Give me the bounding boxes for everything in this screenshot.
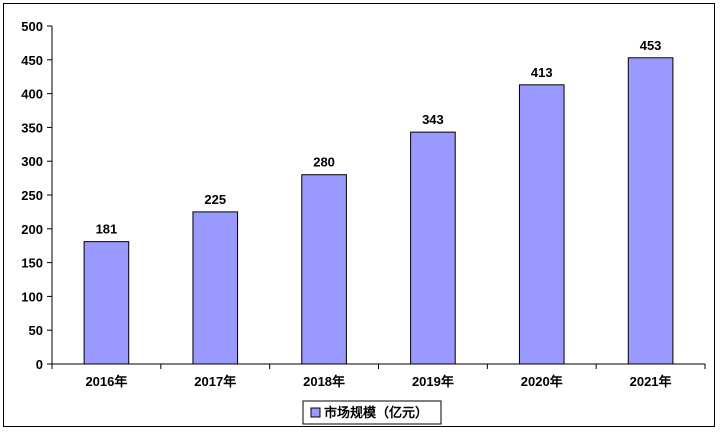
data-label: 280: [313, 155, 335, 170]
data-label: 343: [422, 112, 444, 127]
legend-swatch: [310, 407, 321, 418]
data-label: 225: [204, 192, 226, 207]
legend-label: 市场规模（亿元）: [324, 405, 428, 420]
legend: 市场规模（亿元）: [302, 400, 442, 425]
x-tick-label: 2016年: [85, 374, 127, 389]
bar-2021年: [627, 57, 674, 365]
x-tick-label: 2018年: [303, 374, 345, 389]
y-tick-label: 450: [21, 53, 43, 68]
y-tick-label: 150: [21, 256, 43, 271]
data-labels: 181 225 280 343 413 453: [96, 38, 662, 237]
y-tick-label: 400: [21, 87, 43, 102]
bar-2019年: [410, 131, 456, 365]
y-axis: 0 50 100 150 200 250 300 350 400 450 500: [21, 19, 53, 372]
bar-2020年: [518, 84, 565, 365]
y-tick-label: 500: [21, 19, 43, 34]
y-tick-label: 300: [21, 154, 43, 169]
x-tick-label: 2017年: [194, 374, 236, 389]
legend-box: [302, 400, 442, 425]
x-tick-label: 2019年: [412, 374, 454, 389]
data-label: 181: [96, 222, 118, 237]
y-tick-label: 50: [29, 323, 43, 338]
data-label: 453: [640, 38, 662, 53]
data-label: 413: [531, 65, 553, 80]
x-tick-label: 2020年: [521, 374, 563, 389]
x-tick-label: 2021年: [630, 374, 672, 389]
bar-2018年: [301, 174, 347, 365]
y-tick-label: 350: [21, 120, 43, 135]
x-axis: 2016年 2017年 2018年 2019年 2020年 2021年: [51, 363, 706, 389]
bar-series: [83, 57, 674, 365]
y-tick-label: 100: [21, 289, 43, 304]
y-tick-label: 0: [36, 357, 43, 372]
y-tick-label: 250: [21, 188, 43, 203]
bar-2016年: [83, 241, 130, 365]
bar-2017年: [192, 211, 239, 365]
y-tick-label: 200: [21, 222, 43, 237]
